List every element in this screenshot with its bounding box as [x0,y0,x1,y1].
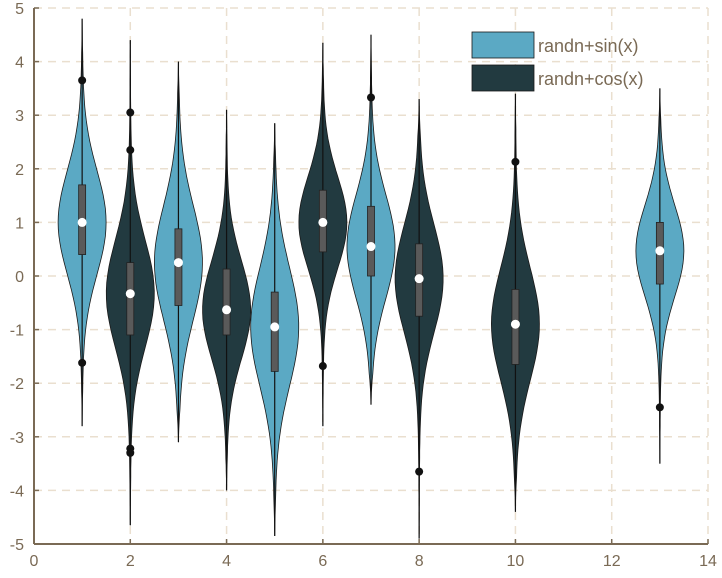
outlier-6-0 [318,362,327,371]
outlier-1-1 [78,358,87,367]
violin-median-8 [414,274,424,284]
x-tick-label-0: 0 [30,553,39,570]
outlier-7-0 [367,93,375,102]
legend-label-sin: randn+sin(x) [538,36,639,56]
violin-median-4 [222,305,232,315]
outlier-8-0 [415,467,424,476]
violin-median-2 [125,289,135,299]
violin-box-3 [174,228,183,306]
violin-median-13 [655,246,665,256]
x-tick-label-6: 6 [318,553,327,570]
y-tick-label-3: 3 [15,108,24,125]
violin-median-6 [318,217,328,227]
y-tick-label-4: 4 [15,55,24,72]
outlier-10-0 [511,157,520,166]
violin-median-10 [510,319,520,329]
x-tick-label-10: 10 [507,553,525,570]
legend: randn+sin(x) randn+cos(x) [471,31,644,92]
y-tick-label--2: -2 [10,376,24,393]
outlier-2-1 [126,146,135,155]
y-tick-label-2: 2 [15,162,24,179]
y-tick-label-0: 0 [15,269,24,286]
violin-median-3 [173,258,183,268]
outlier-1-0 [78,76,87,85]
x-tick-label-4: 4 [222,553,231,570]
y-tick-label--3: -3 [10,430,24,447]
legend-label-cos: randn+cos(x) [538,69,644,89]
violin-median-5 [270,322,280,332]
violin-box-5 [270,291,279,372]
violin-box-4 [222,268,231,336]
y-tick-label--4: -4 [10,483,24,500]
violin-median-7 [366,242,376,252]
x-tick-label-2: 2 [126,553,135,570]
x-tick-label-8: 8 [415,553,424,570]
x-tick-label-14: 14 [699,553,717,570]
outlier-2-0 [126,108,135,117]
violin-median-1 [77,217,87,227]
x-tick-label-12: 12 [603,553,621,570]
legend-swatch-cos [471,64,535,92]
violin-box-7 [367,205,375,277]
outlier-13-0 [655,403,664,412]
violin-box-2 [126,262,135,336]
outlier-2-3 [126,448,135,457]
y-tick-label-1: 1 [15,215,24,232]
legend-swatch-sin [471,31,535,59]
y-tick-label--1: -1 [10,323,24,340]
y-tick-label--5: -5 [10,537,24,554]
violin-layer [57,18,685,539]
y-tick-label-5: 5 [15,1,24,18]
